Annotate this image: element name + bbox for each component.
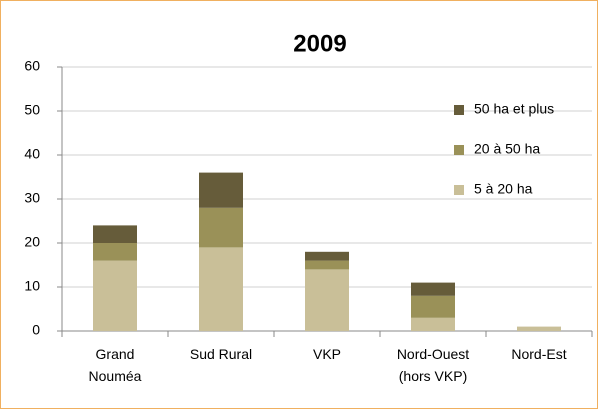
bar-segment (411, 317, 455, 331)
y-tick-label: 10 (24, 278, 40, 294)
legend-swatch (454, 105, 464, 115)
bar-segment (93, 225, 137, 243)
bar-segment (93, 243, 137, 261)
y-tick-label: 60 (24, 58, 40, 74)
x-tick-label: Nord-Est (511, 346, 566, 362)
bar-segment (305, 260, 349, 270)
legend-label: 5 à 20 ha (474, 181, 533, 197)
y-tick-label: 0 (32, 322, 40, 338)
x-tick-label: Sud Rural (190, 346, 252, 362)
bar-segment (199, 247, 243, 331)
chart-title: 2009 (293, 30, 346, 57)
x-tick-label: Grand Nouméa (89, 346, 142, 384)
bar-segment (411, 282, 455, 296)
bar-segment (411, 295, 455, 318)
legend-swatch (454, 145, 464, 155)
y-tick-label: 40 (24, 146, 40, 162)
legend-label: 50 ha et plus (474, 101, 554, 117)
bar-segment (305, 269, 349, 331)
bar-segment (199, 172, 243, 208)
bar-segment (305, 251, 349, 261)
y-tick-label: 20 (24, 234, 40, 250)
bar-segment (93, 260, 137, 331)
legend-label: 20 à 50 ha (474, 141, 540, 157)
legend-swatch (454, 185, 464, 195)
x-tick-label: VKP (313, 346, 341, 362)
x-tick-label: Nord-Ouest (hors VKP) (397, 346, 469, 384)
y-tick-label: 30 (24, 190, 40, 206)
bar-segment (199, 207, 243, 248)
bar-segment (517, 326, 561, 331)
y-tick-label: 50 (24, 102, 40, 118)
